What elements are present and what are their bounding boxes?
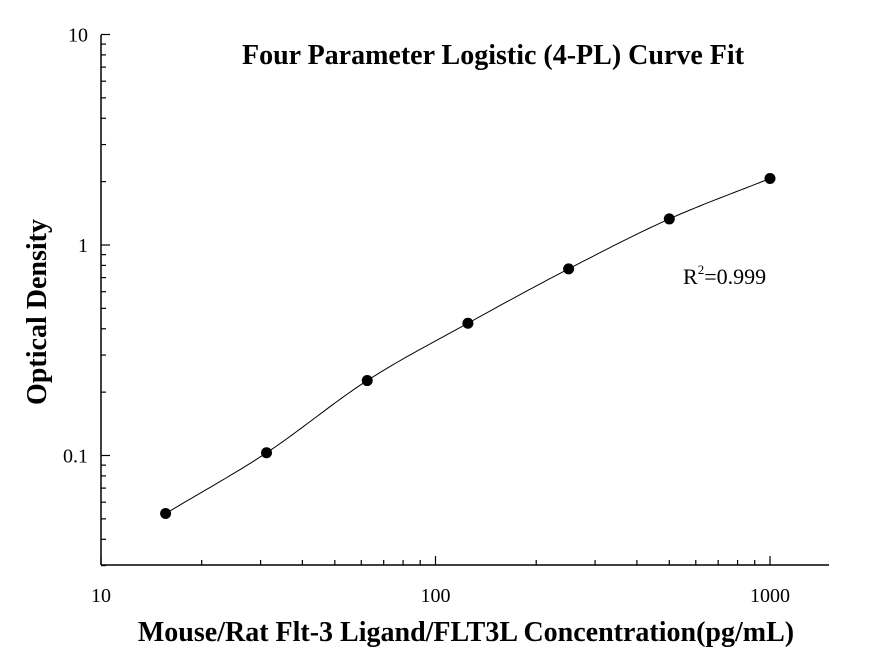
y-tick-label: 1 bbox=[78, 235, 88, 257]
data-point bbox=[764, 172, 776, 184]
data-points bbox=[160, 172, 776, 520]
data-point bbox=[160, 508, 172, 520]
data-point bbox=[361, 375, 373, 387]
plot-area: 10 100 1000 10 1 0.1 bbox=[63, 25, 829, 607]
y-tick-label: 0.1 bbox=[63, 446, 88, 468]
x-tick-label: 100 bbox=[421, 585, 451, 607]
r-squared-superscript: 2 bbox=[698, 262, 705, 277]
r-squared-value: =0.999 bbox=[704, 264, 766, 289]
x-axis-title: Mouse/Rat Flt-3 Ligand/FLT3L Concentrati… bbox=[138, 617, 794, 648]
r-squared-label: R bbox=[683, 264, 698, 289]
y-axis-ticks: 10 1 0.1 bbox=[63, 25, 110, 567]
data-point bbox=[563, 263, 575, 275]
x-tick-label: 1000 bbox=[750, 585, 790, 607]
x-tick-label: 10 bbox=[91, 585, 111, 607]
y-axis-title: Optical Density bbox=[22, 219, 53, 405]
data-point bbox=[663, 213, 675, 225]
chart-title: Four Parameter Logistic (4-PL) Curve Fit bbox=[242, 40, 745, 71]
x-axis-ticks: 10 100 1000 bbox=[91, 556, 790, 607]
fit-curve bbox=[165, 178, 771, 514]
y-tick-label: 10 bbox=[68, 25, 88, 47]
data-point bbox=[261, 447, 273, 459]
r-squared-annotation: R2=0.999 bbox=[683, 262, 766, 289]
data-point bbox=[462, 317, 474, 329]
